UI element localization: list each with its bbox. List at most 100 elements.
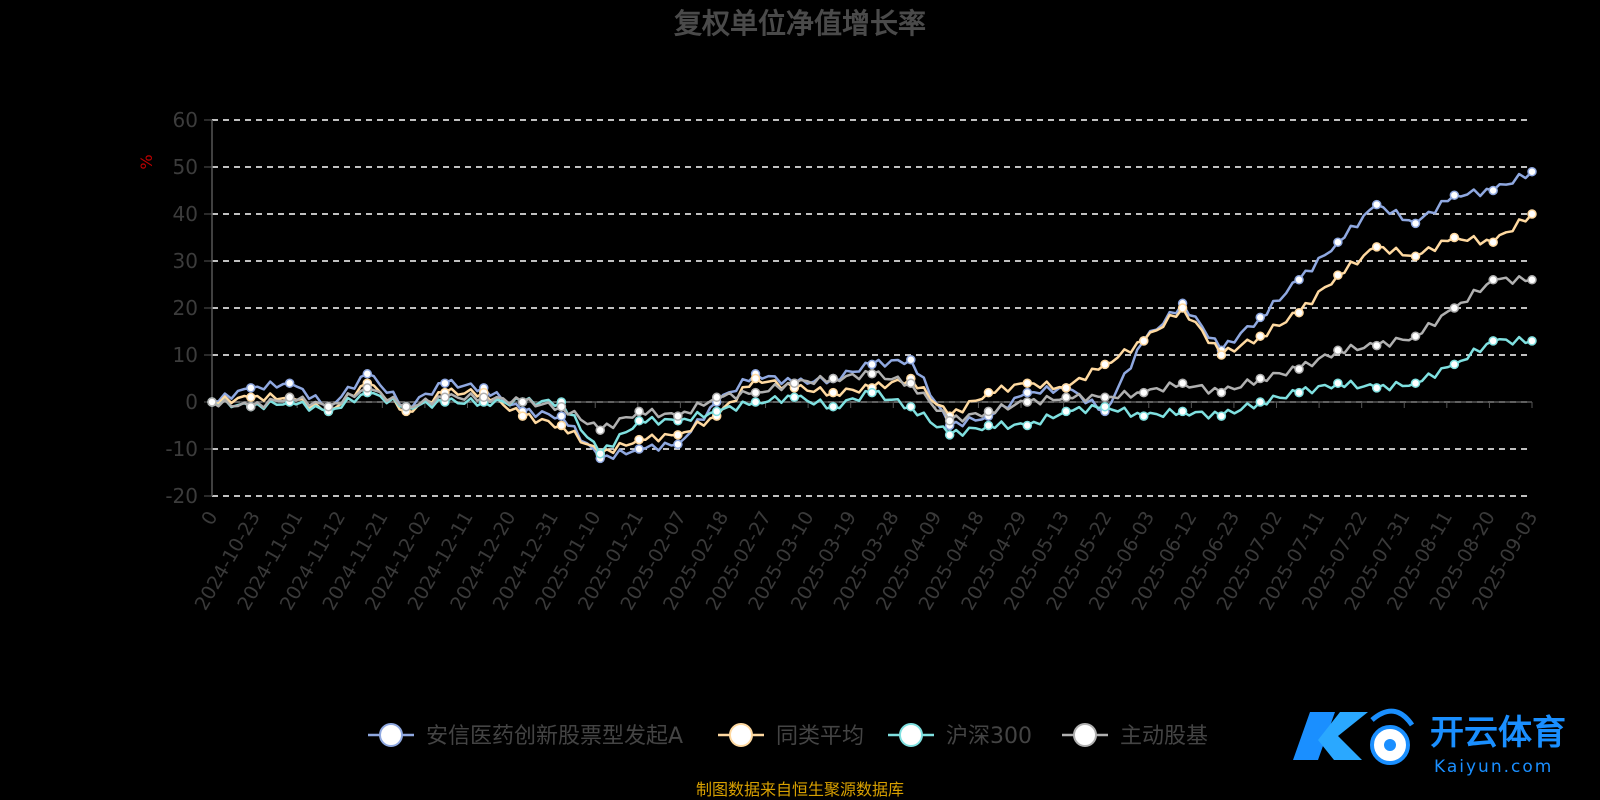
data-point	[1255, 373, 1265, 384]
y-tick-label: 10	[173, 343, 198, 367]
y-tick-label: 40	[173, 202, 198, 226]
data-point	[1061, 406, 1071, 417]
x-tick-label: 0	[197, 508, 222, 529]
gridlines	[212, 119, 1532, 497]
legend: 安信医药创新股票型发起A 同类平均 沪深300 主动股基	[368, 723, 1208, 749]
data-point	[867, 387, 877, 398]
series-lines	[207, 166, 1537, 464]
data-point	[828, 373, 838, 384]
data-point	[634, 406, 644, 417]
data-point	[1488, 237, 1498, 247]
logo-emblem-icon	[1293, 708, 1415, 765]
y-tick-label: 0	[185, 390, 198, 414]
data-point	[556, 411, 567, 421]
data-point	[867, 369, 877, 379]
data-point	[1527, 275, 1537, 285]
data-point	[246, 401, 256, 412]
data-point	[323, 401, 334, 412]
series-line-0	[211, 170, 1533, 461]
y-tick-label: 50	[173, 155, 198, 179]
watermark-en: Kaiyun.com	[1434, 757, 1553, 777]
data-point	[1255, 331, 1265, 341]
data-point	[1061, 383, 1071, 393]
data-point	[789, 378, 800, 388]
data-point	[1488, 275, 1498, 285]
data-point	[711, 392, 722, 403]
data-point	[246, 383, 256, 393]
data-point	[401, 401, 411, 412]
data-point	[1333, 378, 1343, 388]
data-point	[1255, 312, 1265, 323]
legend-marker-icon	[379, 723, 403, 747]
data-source-note: 制图数据来自恒生聚源数据库	[696, 780, 904, 799]
data-point	[284, 378, 295, 388]
data-point	[1061, 392, 1071, 403]
data-point	[1100, 401, 1110, 412]
series-line-1	[211, 213, 1533, 455]
data-point	[1100, 359, 1110, 370]
data-point	[1527, 166, 1537, 177]
x-axis-ticks: 02024-10-232024-11-012024-11-122024-11-2…	[191, 402, 1542, 614]
data-point	[906, 401, 916, 412]
data-point	[1449, 359, 1460, 370]
data-point	[284, 392, 295, 403]
y-tick-label: 20	[173, 296, 198, 320]
y-tick-label: 60	[173, 108, 198, 132]
data-point	[1410, 218, 1421, 229]
data-point	[595, 425, 605, 435]
legend-marker-icon	[1073, 723, 1097, 747]
data-point	[556, 420, 567, 431]
data-point	[1410, 331, 1421, 341]
data-point	[1022, 378, 1033, 388]
data-point	[983, 406, 994, 417]
data-point	[750, 397, 761, 407]
data-point	[673, 411, 683, 421]
data-point	[207, 397, 217, 407]
data-point	[983, 420, 994, 431]
data-point	[362, 369, 373, 379]
data-point	[1177, 303, 1188, 313]
data-point	[1022, 387, 1033, 398]
y-tick-label: 30	[173, 249, 198, 273]
data-point	[789, 392, 800, 403]
legend-label[interactable]: 同类平均	[776, 724, 864, 749]
data-point	[1333, 270, 1343, 280]
data-point	[1022, 397, 1033, 407]
data-point	[828, 387, 838, 398]
data-point	[906, 378, 916, 388]
data-point	[944, 430, 955, 440]
data-point	[479, 392, 489, 403]
legend-label[interactable]: 沪深300	[946, 724, 1032, 749]
y-axis-unit: %	[137, 154, 156, 169]
data-point	[440, 392, 450, 403]
data-point	[634, 416, 644, 426]
data-point	[1255, 397, 1265, 407]
legend-label[interactable]: 主动股基	[1120, 724, 1208, 749]
legend-marker-icon	[899, 723, 923, 747]
data-point	[595, 448, 605, 459]
data-point	[1333, 345, 1343, 356]
data-point	[1410, 378, 1421, 388]
data-point	[711, 406, 722, 417]
data-point	[1216, 350, 1227, 360]
data-point	[1449, 190, 1460, 200]
data-point	[1371, 383, 1382, 393]
data-point	[1100, 392, 1110, 403]
data-point	[1139, 411, 1149, 421]
data-point	[634, 444, 644, 454]
data-point	[246, 392, 256, 403]
legend-label[interactable]: 安信医药创新股票型发起A	[426, 724, 683, 749]
chart-title: 复权单位净值增长率	[674, 7, 926, 40]
data-point	[634, 434, 644, 445]
data-point	[517, 411, 528, 421]
data-point	[517, 397, 528, 407]
data-point	[750, 387, 761, 398]
data-point	[1371, 199, 1382, 210]
data-point	[867, 359, 877, 370]
data-point	[1294, 387, 1304, 398]
data-point	[1449, 303, 1460, 313]
watermark-cn: 开云体育	[1430, 713, 1566, 753]
data-point	[1333, 237, 1343, 247]
y-tick-label: -10	[165, 437, 198, 461]
